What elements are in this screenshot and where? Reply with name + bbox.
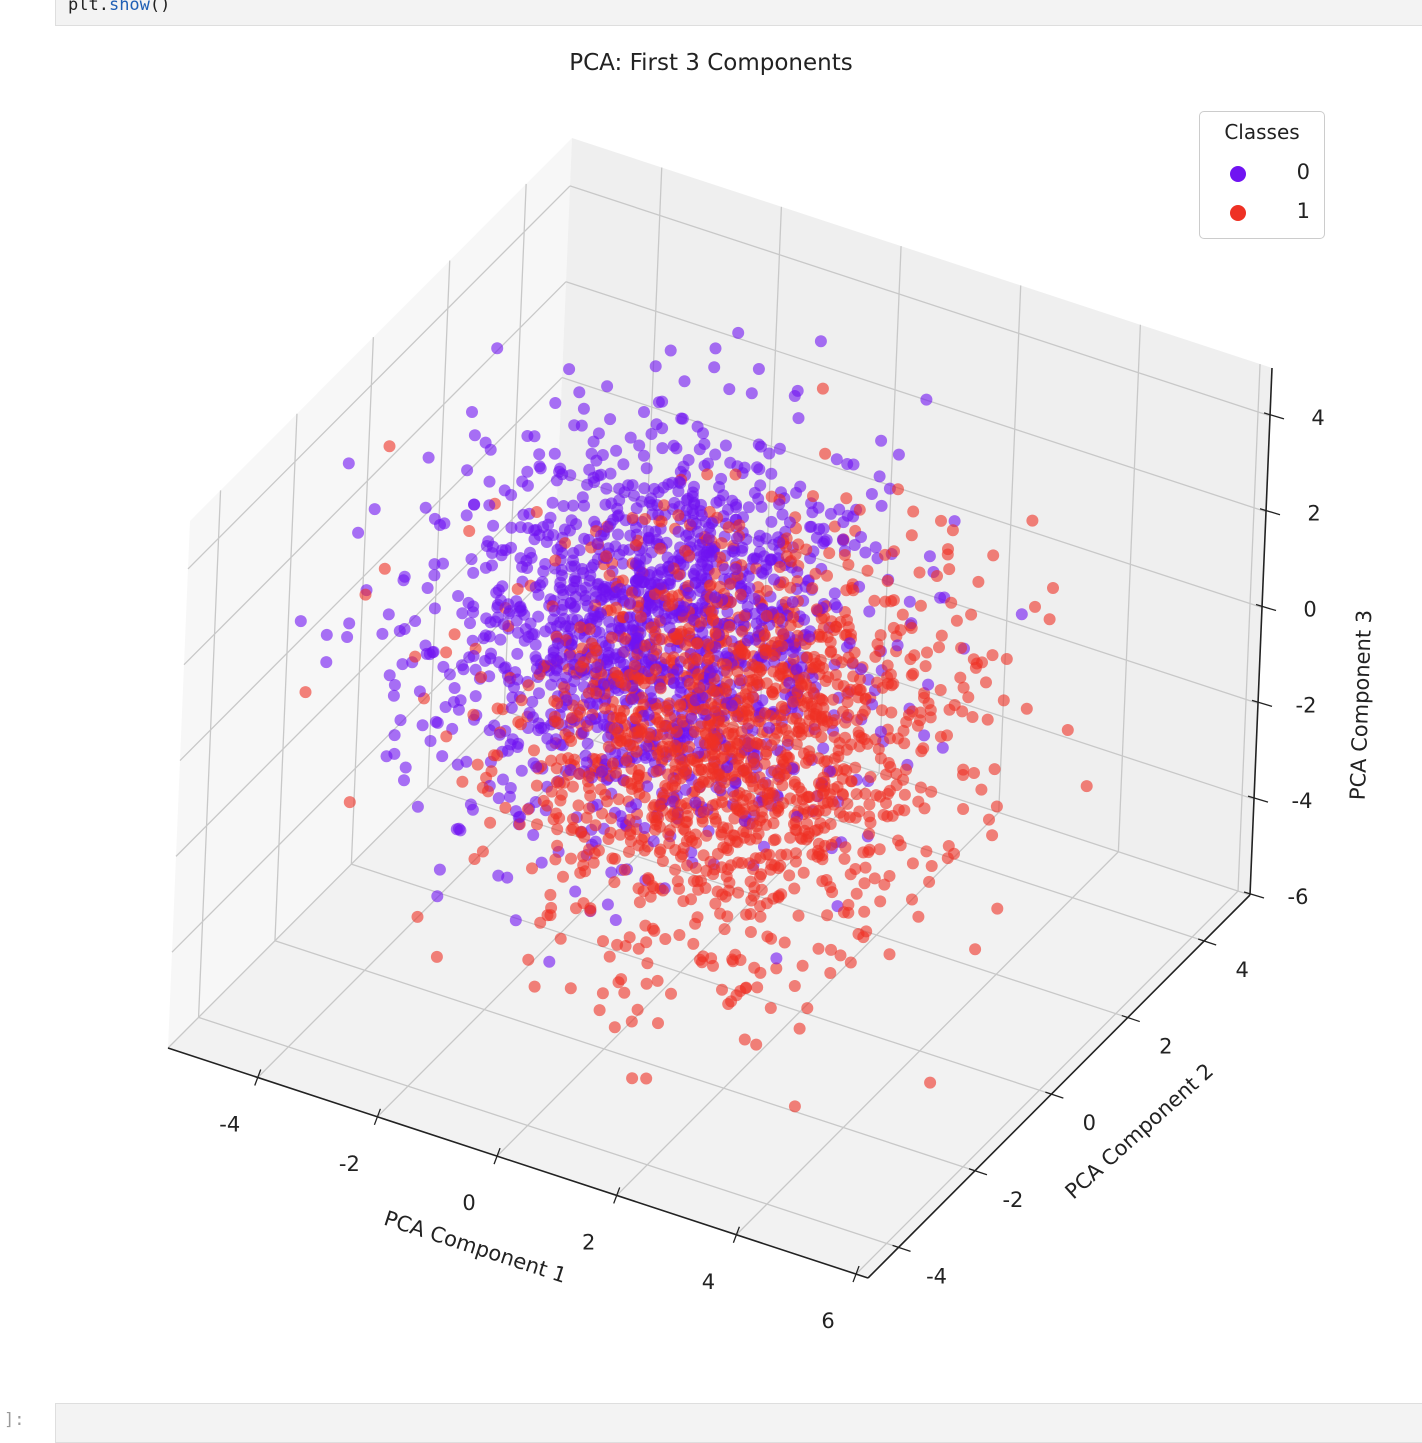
z-tick xyxy=(1243,891,1265,899)
z-axis-line xyxy=(1249,367,1273,896)
z-tick-label: 4 xyxy=(1311,406,1324,430)
grid-line xyxy=(998,285,1022,813)
chart-3d-scatter: -4 -2 0 2 4 6 -4 -2 0 2 4 -6 -4 -2 0 2 4 PCA Component 1 P… xyxy=(167,138,1377,1333)
grid-line xyxy=(351,863,1052,1095)
x-tick-label: -4 xyxy=(219,1112,240,1136)
y-tick xyxy=(892,1244,911,1252)
x-tick-label: 6 xyxy=(821,1309,834,1333)
z-axis-label: PCA Component 3 xyxy=(1346,609,1377,800)
legend-marker-icon xyxy=(1230,166,1246,182)
previous-code-cell[interactable]: plt.show() xyxy=(55,0,1422,26)
grid-line xyxy=(735,851,1119,1236)
grid-line xyxy=(179,377,563,762)
x-tick xyxy=(852,1265,860,1283)
x-axis-line xyxy=(167,1047,869,1279)
cell-prompt: ]: xyxy=(4,1410,25,1430)
y-tick xyxy=(1197,938,1217,946)
y-tick-label: 4 xyxy=(1235,958,1248,982)
x-tick-label: 0 xyxy=(462,1191,475,1215)
z-tick-label: 2 xyxy=(1307,502,1320,526)
x-tick-label: -2 xyxy=(339,1152,360,1176)
y-tick xyxy=(968,1168,988,1176)
legend-entry-0: 0 xyxy=(1230,160,1310,190)
legend-marker-icon xyxy=(1230,205,1246,221)
x-tick xyxy=(493,1147,501,1165)
x-tick-label: 2 xyxy=(582,1230,595,1254)
x-tick xyxy=(613,1187,621,1204)
grid-line xyxy=(1237,364,1261,892)
grid-line xyxy=(187,185,571,570)
y-tick-label: -2 xyxy=(1002,1188,1023,1212)
floor-pane xyxy=(168,665,1250,1278)
grid-line xyxy=(565,281,1267,513)
grid-line xyxy=(350,337,375,865)
y-tick xyxy=(1045,1091,1064,1099)
chart-title: PCA: First 3 Components xyxy=(569,50,853,76)
x-tick-label: 4 xyxy=(702,1270,715,1294)
z-tick-label: -2 xyxy=(1296,693,1317,717)
z-tick xyxy=(1251,699,1273,707)
x-tick xyxy=(254,1069,262,1086)
z-tick-label: -6 xyxy=(1288,885,1309,909)
z-tick-label: 0 xyxy=(1303,598,1316,622)
grid-line xyxy=(274,413,298,941)
legend: Classes 0 1 xyxy=(1199,111,1325,239)
legend-entry-1: 1 xyxy=(1230,199,1310,229)
y-tick-label: -4 xyxy=(926,1264,947,1288)
grid-line xyxy=(496,772,880,1157)
z-tick-label: -4 xyxy=(1292,789,1313,813)
legend-title: Classes xyxy=(1224,120,1300,144)
x-tick xyxy=(373,1108,382,1126)
z-tick xyxy=(1255,603,1277,612)
z-tick xyxy=(1247,795,1269,803)
scatter-points xyxy=(294,326,1093,1113)
y-tick-label: 0 xyxy=(1083,1111,1096,1135)
grid-line xyxy=(175,472,559,857)
grid-line xyxy=(274,940,976,1172)
grid-line xyxy=(198,1016,899,1248)
grid-line xyxy=(197,490,222,1018)
z-tick xyxy=(1263,412,1285,420)
y-axis-line xyxy=(867,894,1251,1279)
next-code-cell[interactable] xyxy=(55,1403,1422,1443)
x-axis-label: PCA Component 1 xyxy=(381,1206,569,1288)
grid-line xyxy=(1117,324,1142,852)
y-tick xyxy=(1121,1014,1140,1023)
code-line: plt.show() xyxy=(68,0,171,15)
grid-line xyxy=(855,890,1239,1275)
y-tick-label: 2 xyxy=(1159,1035,1172,1059)
z-tick xyxy=(1259,508,1281,516)
grid-line xyxy=(569,185,1271,417)
x-tick xyxy=(732,1226,740,1243)
